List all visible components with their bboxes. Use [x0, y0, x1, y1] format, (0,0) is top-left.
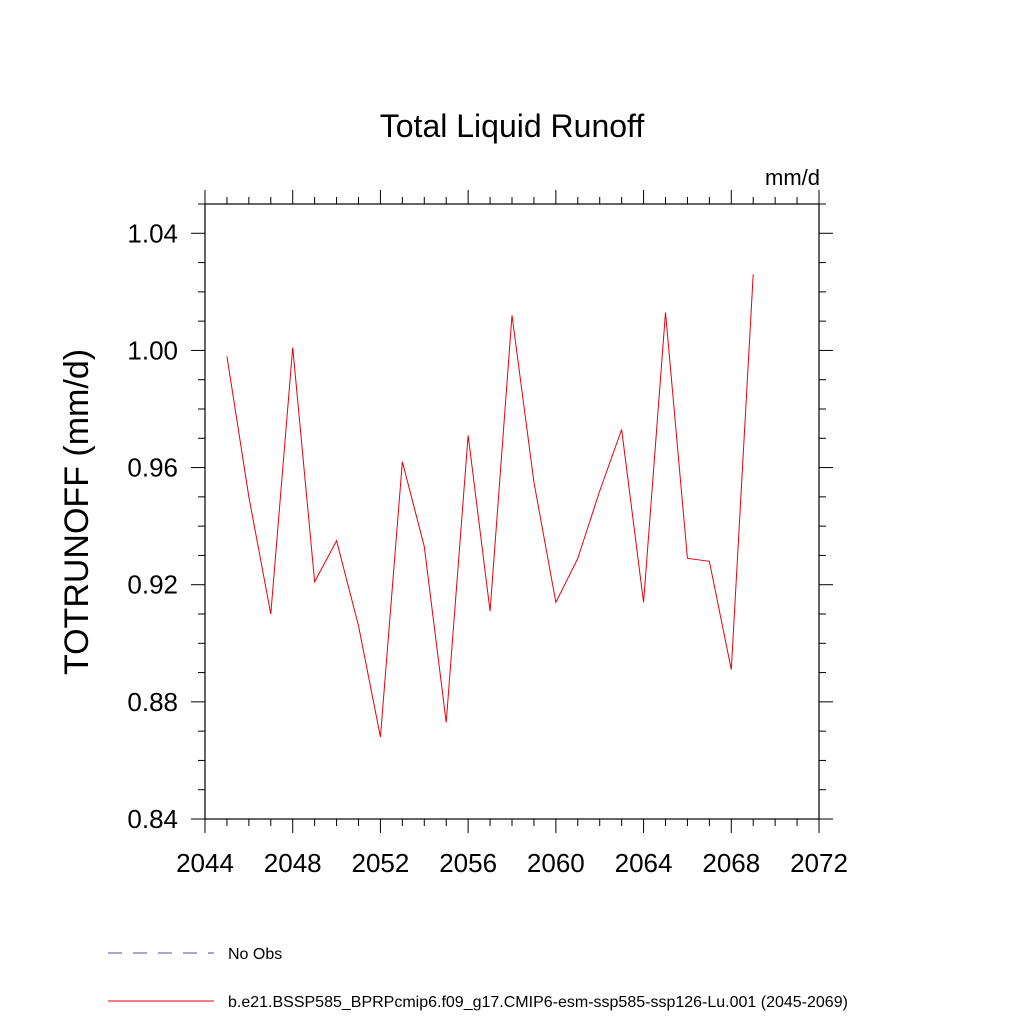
series-line	[226, 274, 754, 738]
axis-ticks	[191, 190, 833, 833]
chart-title: Total Liquid Runoff	[380, 108, 645, 144]
y-tick-label: 1.00	[127, 335, 178, 365]
series-layer	[226, 274, 754, 738]
y-tick-label: 0.96	[127, 453, 178, 483]
x-tick-label: 2072	[790, 848, 848, 878]
legend: No Obs b.e21.BSSP585_BPRPcmip6.f09_g17.CM…	[108, 946, 848, 1011]
y-tick-label: 0.92	[127, 570, 178, 600]
x-tick-label: 2052	[352, 848, 410, 878]
x-tick-label: 2048	[264, 848, 322, 878]
y-tick-label: 1.04	[127, 218, 178, 248]
axis-tick-labels: 2044 2048 2052 2056 2060 2064 2068 2072 0.84 0.88…	[127, 218, 848, 878]
legend-label: b.e21.BSSP585_BPRPcmip6.f09_g17.CMIP6-es…	[228, 994, 848, 1011]
x-tick-label: 2064	[615, 848, 673, 878]
y-tick-label: 0.84	[127, 804, 178, 834]
units-label: mm/d	[765, 165, 820, 190]
legend-label: No Obs	[228, 946, 282, 963]
y-tick-label: 0.88	[127, 687, 178, 717]
x-tick-label: 2068	[702, 848, 760, 878]
x-tick-label: 2060	[527, 848, 585, 878]
x-tick-label: 2056	[439, 848, 497, 878]
x-tick-label: 2044	[176, 848, 234, 878]
plot-frame	[204, 203, 820, 820]
y-axis-label: TOTRUNOFF (mm/d)	[58, 349, 96, 675]
